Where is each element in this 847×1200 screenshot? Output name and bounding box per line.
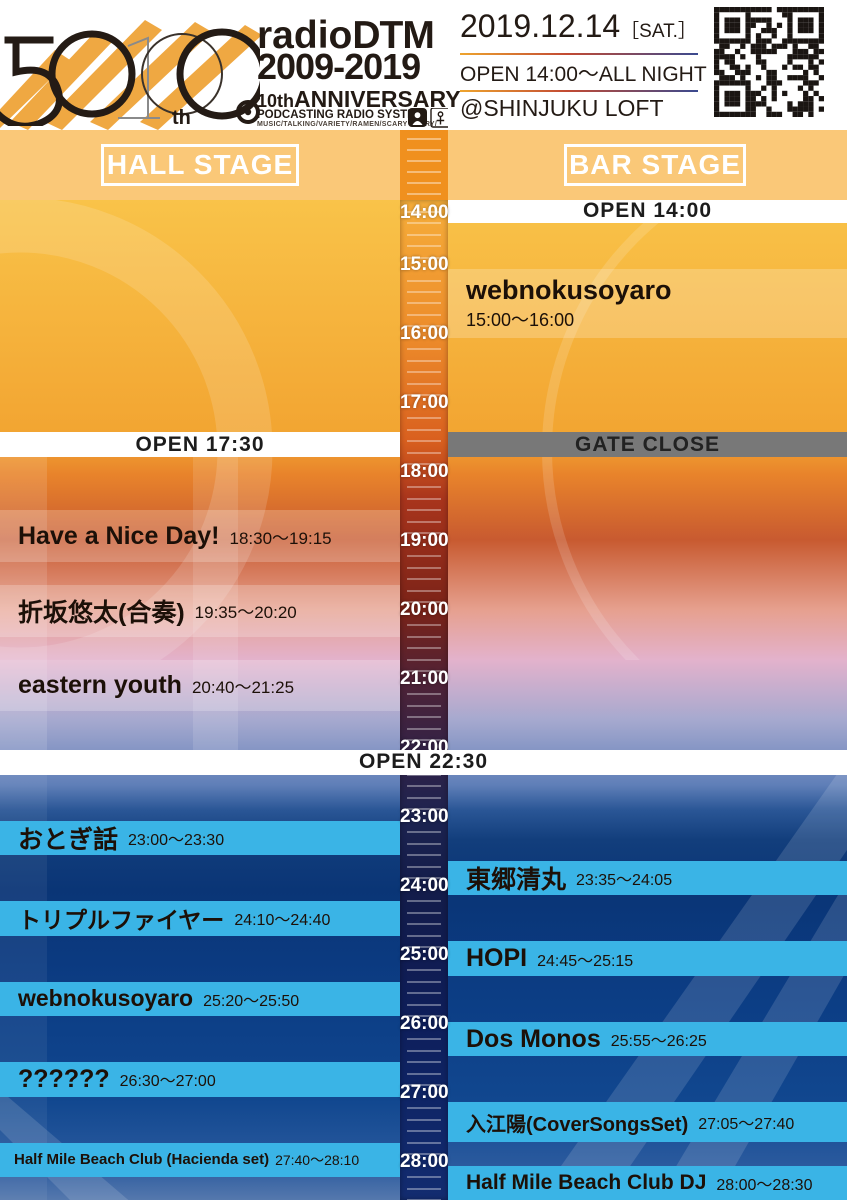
svg-text:th: th	[172, 107, 191, 126]
